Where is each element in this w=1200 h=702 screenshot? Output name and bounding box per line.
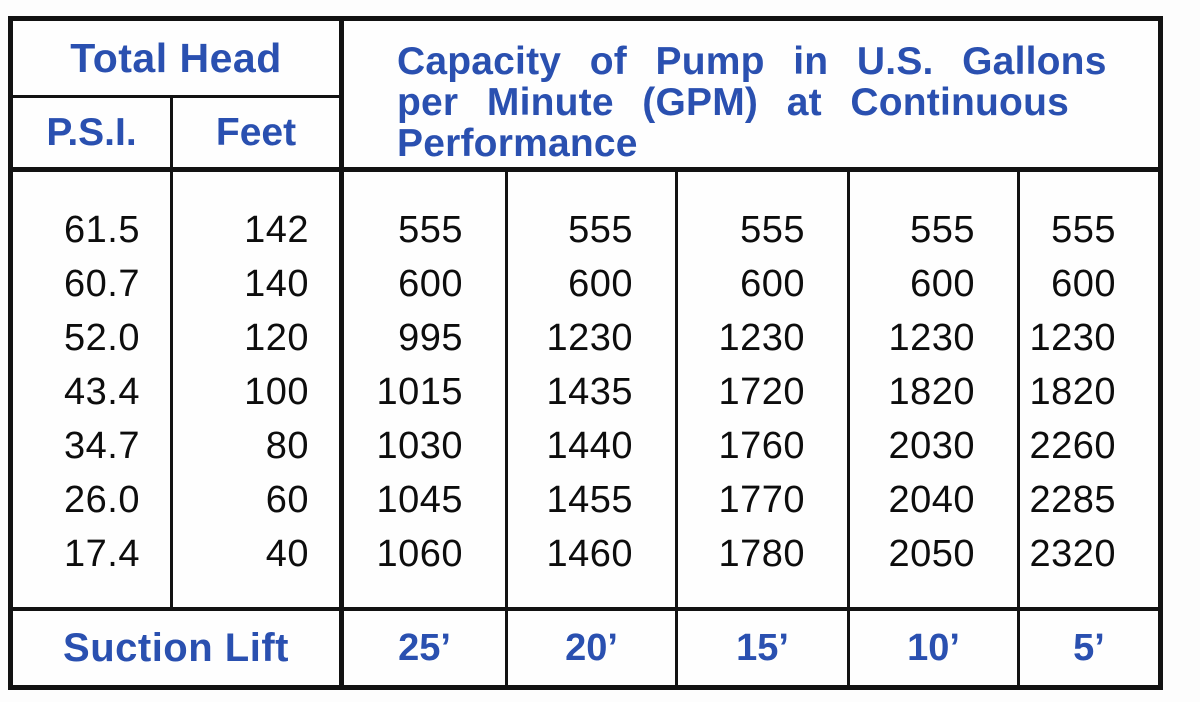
table-cell-value: 555 xyxy=(740,209,805,251)
table-cell-value: 1460 xyxy=(546,533,633,575)
suction-lift-label: Suction Lift xyxy=(13,607,339,685)
table-cell-value: 100 xyxy=(244,371,309,413)
table-cell-value: 1045 xyxy=(376,479,463,521)
table-cell-value: 1760 xyxy=(718,425,805,467)
gpm-data-column-5ft: 555 600 1230 1820 2260 2285 2320 xyxy=(1017,172,1158,607)
table-cell-value: 1720 xyxy=(718,371,805,413)
psi-data-column: 61.5 60.7 52.0 43.4 34.7 26.0 17.4 xyxy=(13,172,173,607)
table-cell-value: 140 xyxy=(244,263,309,305)
table-cell-value: 60 xyxy=(265,479,309,521)
table-cell-value: 600 xyxy=(398,263,463,305)
table-cell-value: 1770 xyxy=(718,479,805,521)
table-cell-value: 2260 xyxy=(1029,425,1116,467)
table-cell-value: 34.7 xyxy=(64,425,140,467)
suction-lift-10ft: 10’ xyxy=(847,607,1017,685)
gpm-data-column-25ft: 555 600 995 1015 1030 1045 1060 xyxy=(339,172,505,607)
table-cell-value: 80 xyxy=(265,425,309,467)
table-cell-value: 1820 xyxy=(888,371,975,413)
table-cell-value: 142 xyxy=(244,209,309,251)
capacity-header-line-1: Capacity of Pump in U.S. Gallons xyxy=(397,40,1107,83)
table-cell-value: 995 xyxy=(398,317,463,359)
feet-data-column: 142 140 120 100 80 60 40 xyxy=(173,172,339,607)
pump-capacity-table: Total Head Capacity of Pump in U.S. Gall… xyxy=(8,16,1163,690)
table-cell-value: 1455 xyxy=(546,479,633,521)
table-cell-value: 2040 xyxy=(888,479,975,521)
table-cell-value: 40 xyxy=(265,533,309,575)
gpm-data-column-20ft: 555 600 1230 1435 1440 1455 1460 xyxy=(505,172,675,607)
table-cell-value: 26.0 xyxy=(64,479,140,521)
table-cell-value: 555 xyxy=(398,209,463,251)
suction-lift-15ft: 15’ xyxy=(675,607,847,685)
capacity-header-line-3: Performance xyxy=(397,122,638,165)
table-cell-value: 1060 xyxy=(376,533,463,575)
table-cell-value: 1230 xyxy=(888,317,975,359)
table-cell-value: 555 xyxy=(1051,209,1116,251)
feet-column-header: Feet xyxy=(173,98,339,172)
total-head-header: Total Head xyxy=(13,21,339,98)
table-cell-value: 60.7 xyxy=(64,263,140,305)
table-cell-value: 1435 xyxy=(546,371,633,413)
suction-lift-25ft: 25’ xyxy=(339,607,505,685)
table-cell-value: 17.4 xyxy=(64,533,140,575)
capacity-header-line-2: per Minute (GPM) at Continuous xyxy=(397,81,1069,124)
table-cell-value: 43.4 xyxy=(64,371,140,413)
table-cell-value: 600 xyxy=(1051,263,1116,305)
suction-lift-5ft: 5’ xyxy=(1017,607,1158,685)
table-cell-value: 1015 xyxy=(376,371,463,413)
gpm-data-column-15ft: 555 600 1230 1720 1760 1770 1780 xyxy=(675,172,847,607)
table-cell-value: 52.0 xyxy=(64,317,140,359)
table-cell-value: 600 xyxy=(740,263,805,305)
table-cell-value: 2050 xyxy=(888,533,975,575)
gpm-data-column-10ft: 555 600 1230 1820 2030 2040 2050 xyxy=(847,172,1017,607)
table-cell-value: 1780 xyxy=(718,533,805,575)
table-cell-value: 1440 xyxy=(546,425,633,467)
table-cell-value: 2285 xyxy=(1029,479,1116,521)
table-cell-value: 2320 xyxy=(1029,533,1116,575)
table-cell-value: 600 xyxy=(568,263,633,305)
table-cell-value: 61.5 xyxy=(64,209,140,251)
suction-lift-20ft: 20’ xyxy=(505,607,675,685)
psi-column-header: P.S.I. xyxy=(13,98,173,172)
table-cell-value: 1030 xyxy=(376,425,463,467)
capacity-header: Capacity of Pump in U.S. Gallons per Min… xyxy=(339,21,1158,172)
table-cell-value: 1230 xyxy=(718,317,805,359)
table-cell-value: 2030 xyxy=(888,425,975,467)
table-cell-value: 1230 xyxy=(1029,317,1116,359)
table-cell-value: 1230 xyxy=(546,317,633,359)
table-cell-value: 600 xyxy=(910,263,975,305)
table-cell-value: 1820 xyxy=(1029,371,1116,413)
table-cell-value: 555 xyxy=(568,209,633,251)
table-cell-value: 120 xyxy=(244,317,309,359)
table-cell-value: 555 xyxy=(910,209,975,251)
